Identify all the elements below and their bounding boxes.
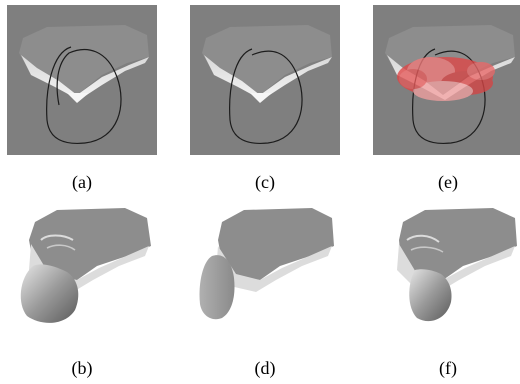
panel-d-render	[199, 208, 334, 320]
caption-e: (e)	[438, 172, 458, 192]
caption-a: (a)	[72, 172, 92, 192]
panel-b-render	[20, 208, 151, 323]
panel-a	[7, 5, 157, 155]
panel-e-render	[385, 25, 515, 145]
panel-b	[7, 200, 157, 350]
highlight-region	[397, 57, 495, 101]
panel-a-render	[19, 25, 149, 145]
caption-c: (c)	[255, 172, 275, 192]
panel-d	[190, 200, 340, 350]
panel-c	[190, 5, 340, 155]
caption-b: (b)	[71, 358, 93, 378]
caption-f: (f)	[439, 358, 457, 378]
panel-f-render	[397, 208, 517, 322]
panel-f	[373, 200, 520, 350]
panel-e	[373, 5, 520, 155]
panel-c-render	[202, 25, 332, 145]
caption-d: (d)	[254, 358, 276, 378]
